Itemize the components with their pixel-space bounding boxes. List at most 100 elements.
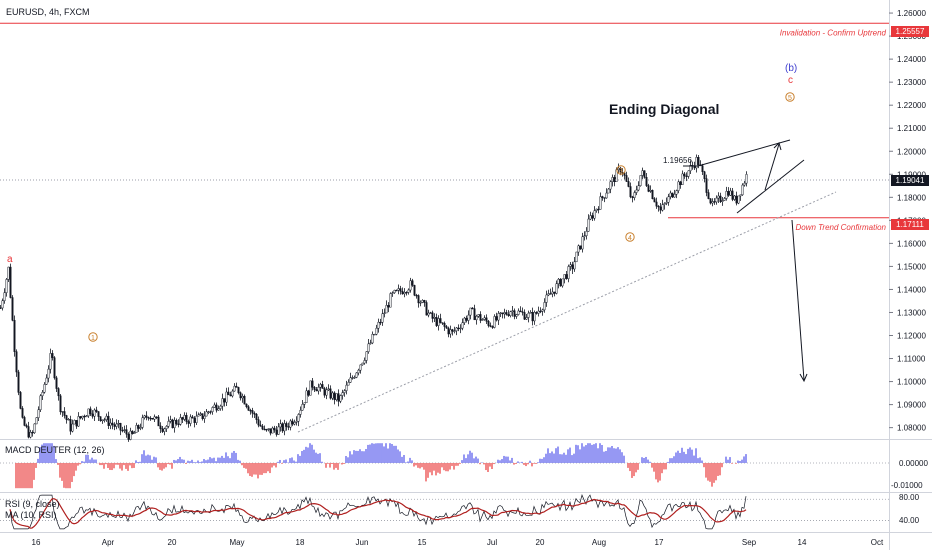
candle-body (193, 417, 196, 423)
candle-body (301, 404, 304, 411)
candle-body (567, 266, 570, 279)
candle-body (491, 326, 494, 328)
candle-body (643, 170, 646, 178)
candle-body (19, 392, 22, 409)
candle-body (273, 427, 276, 431)
candle-body (89, 408, 92, 415)
time-tick-label: Aug (592, 538, 606, 547)
candle-body (257, 419, 260, 426)
candle-body (341, 392, 344, 396)
candle-body (587, 218, 590, 232)
candle-body (129, 430, 132, 440)
candle-body (119, 422, 122, 431)
support-trendline[interactable] (297, 191, 837, 433)
candle-body (337, 393, 340, 402)
candle-body (439, 318, 442, 323)
svg-text:3: 3 (619, 168, 623, 175)
candle-body (431, 312, 434, 319)
candle-body (255, 414, 258, 420)
candle-body (145, 415, 148, 418)
diagonal-upper-line[interactable] (697, 139, 791, 167)
level-label: Invalidation - Confirm Uptrend (780, 28, 887, 37)
price-tick-label: 1.26000 (897, 9, 926, 18)
candle-body (333, 392, 336, 400)
time-tick-label: Jun (356, 538, 369, 547)
macd-tick-neg: -0.01000 (891, 481, 923, 490)
candle-body (331, 392, 334, 399)
candle-body (715, 197, 718, 203)
candle-body (71, 423, 74, 432)
price-tick-label: 1.10000 (897, 378, 926, 387)
candle-body (197, 414, 200, 417)
candle-body (503, 312, 506, 315)
candle-body (391, 292, 394, 294)
candle-body (135, 425, 138, 433)
candle-body (403, 292, 406, 295)
candle-body (545, 294, 548, 303)
candle-body (469, 307, 472, 316)
candle-body (21, 408, 24, 418)
candle-body (171, 419, 174, 429)
candle-body (447, 327, 450, 335)
candle-body (303, 402, 306, 405)
time-axis[interactable]: 16 Apr 20 May 18 Jun 15 Jul 20 Aug 17 Sep 14 Oct (32, 538, 884, 547)
candle-body (45, 377, 48, 385)
candle-body (221, 398, 224, 407)
candle-body (703, 171, 706, 179)
candle-body (425, 302, 428, 316)
candle-body (617, 167, 620, 170)
candle-body (517, 310, 520, 315)
candle-body (247, 406, 250, 411)
candle-body (383, 312, 386, 315)
candle-body (429, 312, 432, 314)
candle-body (269, 428, 272, 434)
candle-body (35, 417, 38, 425)
candle-body (671, 192, 674, 198)
candle-body (551, 291, 554, 295)
diagonal-lower-line[interactable] (736, 159, 805, 214)
level-label: Down Trend Confirmation (795, 223, 886, 232)
candle-body (187, 421, 190, 424)
candle-body (215, 404, 218, 411)
candle-body (389, 293, 392, 308)
candle-body (73, 420, 76, 425)
candle-body (647, 185, 650, 192)
time-tick-label: May (229, 538, 244, 547)
price-tick-label: 1.11000 (897, 355, 926, 364)
candle-body (405, 292, 408, 294)
candle-body (571, 264, 574, 270)
candle-body (639, 175, 642, 187)
candle-body (687, 170, 690, 177)
candle-body (237, 387, 240, 393)
candle-body (0, 307, 2, 309)
candle-body (147, 417, 150, 419)
candle-body (209, 411, 212, 413)
candle-body (613, 177, 616, 182)
candle-body (141, 417, 144, 428)
candle-body (663, 203, 666, 205)
candle-body (525, 317, 528, 320)
candle-body (739, 194, 742, 197)
candle-body (637, 185, 640, 191)
candle-body (569, 264, 572, 267)
price-tick-label: 1.20000 (897, 147, 926, 156)
candle-body (547, 293, 550, 296)
candle-body (5, 279, 8, 293)
candle-body (433, 317, 436, 319)
candle-body (387, 305, 390, 308)
time-tick-label: Apr (102, 538, 115, 547)
candle-body (489, 325, 492, 327)
projection-up-arrow (764, 143, 780, 191)
candle-body (607, 188, 610, 194)
candle-body (87, 408, 90, 417)
candle-body (345, 384, 348, 391)
candle-body (131, 430, 134, 434)
candle-body (479, 314, 482, 321)
candle-body (319, 384, 322, 388)
candle-body (599, 196, 602, 210)
price-tick-label: 1.16000 (897, 239, 926, 248)
candle-body (369, 342, 372, 345)
candle-body (167, 421, 170, 427)
candle-body (245, 403, 248, 408)
candle-body (313, 387, 316, 390)
